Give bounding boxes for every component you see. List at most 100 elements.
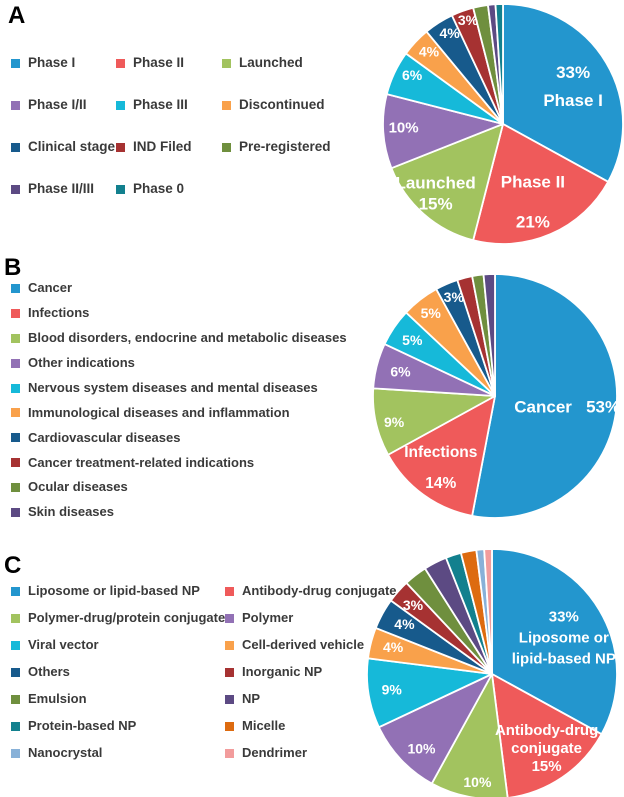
pie-slice-label: Phase II: [501, 172, 565, 191]
legend-swatch-icon: [11, 383, 20, 393]
pie-slice-label: Cancer 53%: [514, 398, 620, 417]
legend-label: Discontinued: [239, 96, 325, 112]
legend-label: IND Filed: [133, 138, 192, 154]
legend-label: Phase III: [133, 96, 188, 112]
pie-slice-label: 4%: [419, 43, 440, 59]
legend-swatch-icon: [225, 694, 234, 704]
pie-slice-liposome-or-lipid-based-np: [491, 548, 618, 736]
legend-swatch-icon: [11, 507, 20, 517]
pie-slice-label: lipid-based NP: [512, 650, 616, 667]
pie-slice-label: 4%: [439, 25, 460, 41]
legend-swatch-icon: [11, 586, 20, 596]
legend-label: Emulsion: [28, 691, 87, 707]
pie-slice-label: 6%: [390, 364, 411, 380]
legend-swatch-icon: [11, 333, 20, 343]
legend-swatch-icon: [11, 184, 20, 194]
pie-slice-label: 10%: [463, 774, 492, 790]
legend-label: Infections: [28, 305, 90, 321]
legend-swatch-icon: [225, 586, 234, 596]
pie-slice-label: 21%: [516, 212, 550, 231]
legend-item-np: NP: [225, 692, 395, 706]
legend-item-protein-based-np: Protein-based NP: [11, 719, 225, 733]
legend-swatch-icon: [222, 58, 231, 68]
pie-slice-label: 15%: [419, 194, 453, 213]
legend-item-blood-disorders-endocrine-and-metabolic-diseases: Blood disorders, endocrine and metabolic…: [11, 330, 347, 345]
legend-swatch-icon: [11, 100, 20, 110]
panel-label-c: C: [4, 552, 22, 579]
legend-item-launched: Launched: [222, 55, 372, 71]
pie-slice-label: 10%: [407, 741, 436, 757]
legend-item-antibody-drug-conjugate: Antibody-drug conjugate: [225, 583, 397, 599]
legend-item-cancer-treatment-related-indications: Cancer treatment-related indications: [11, 454, 347, 470]
legend-swatch-icon: [11, 358, 20, 368]
pie-slice-dendrimer: [483, 548, 493, 675]
legend-item-ocular-diseases: Ocular diseases: [11, 480, 347, 494]
legend-item-cell-derived-vehicle: Cell-derived vehicle: [225, 638, 395, 652]
legend-item-viral-vector: Viral vector: [11, 638, 225, 652]
pie-slice-label: 4%: [394, 616, 415, 632]
legend-swatch-icon: [222, 142, 231, 152]
legend-label: Polymer-drug/protein conjugate: [28, 610, 226, 626]
pie-slice-label: 10%: [389, 119, 419, 136]
legend-item-nervous-system-diseases-and-mental-diseases: Nervous system diseases and mental disea…: [11, 379, 347, 395]
legend-item-nanocrystal: Nanocrystal: [11, 746, 225, 760]
legend-item-micelle: Micelle: [225, 719, 395, 733]
legend-swatch-icon: [11, 483, 20, 493]
legend-swatch-icon: [11, 640, 20, 650]
pie-slice-cancer: [471, 273, 618, 519]
legend-swatch-icon: [11, 694, 20, 704]
legend-swatch-icon: [116, 100, 125, 110]
legend-item-clinical-stage: Clinical stage: [11, 139, 116, 155]
legend-item-others: Others: [11, 665, 225, 679]
legend-label: Micelle: [242, 718, 286, 734]
legend-label: Cell-derived vehicle: [242, 637, 365, 653]
legend-item-dendrimer: Dendrimer: [225, 746, 395, 760]
legend-label: Others: [28, 664, 70, 680]
legend-item-phase-i: Phase I: [11, 55, 116, 71]
legend-swatch-icon: [116, 184, 125, 194]
legend-label: Cancer treatment-related indications: [28, 454, 255, 470]
legend-label: Polymer: [242, 610, 294, 626]
legend-swatch-icon: [11, 408, 20, 418]
legend-item-immunological-diseases-and-inflammation: Immunological diseases and inflammation: [11, 404, 347, 420]
legend-swatch-icon: [11, 142, 20, 152]
legend-swatch-icon: [225, 613, 234, 623]
pie-slice-label: Liposome or: [519, 629, 609, 646]
legend-label: Antibody-drug conjugate: [242, 583, 397, 599]
pie-slice-label: Antibody-drug: [495, 722, 598, 739]
legend-item-phase-i-ii: Phase I/II: [11, 96, 116, 113]
panel-label-b: B: [4, 254, 22, 281]
pie-slice-label: conjugate: [511, 740, 582, 757]
legend-swatch-icon: [11, 721, 20, 731]
legend-label: Phase II/III: [28, 180, 95, 196]
legend-label: Nervous system diseases and mental disea…: [28, 379, 318, 395]
legend-swatch-icon: [11, 283, 20, 293]
legend-swatch-icon: [225, 640, 234, 650]
legend-swatch-icon: [225, 667, 234, 677]
legend-item-polymer-drug-protein-conjugate: Polymer-drug/protein conjugate: [11, 611, 225, 625]
legend-item-phase-ii-iii: Phase II/III: [11, 180, 116, 197]
legend-label: Pre-registered: [239, 138, 331, 154]
legend-item-discontinued: Discontinued: [222, 96, 372, 113]
legend-label: Viral vector: [28, 637, 99, 653]
legend-swatch-icon: [225, 721, 234, 731]
legend-label: Immunological diseases and inflammation: [28, 404, 290, 420]
legend-item-liposome-or-lipid-based-np: Liposome or lipid-based NP: [11, 584, 225, 598]
legend-swatch-icon: [116, 58, 125, 68]
pie-slice-label: Launched: [395, 173, 475, 192]
legend-panel-c: Liposome or lipid-based NP Antibody-drug …: [11, 578, 397, 767]
legend-item-other-indications: Other indications: [11, 354, 347, 370]
legend-item-phase-0: Phase 0: [116, 181, 222, 197]
legend-label: Other indications: [28, 354, 135, 370]
legend-swatch-icon: [11, 433, 20, 443]
pie-slice-label: 33%: [556, 63, 590, 82]
legend-swatch-icon: [11, 458, 20, 468]
legend-swatch-icon: [11, 667, 20, 677]
legend-label: Phase I/II: [28, 96, 87, 112]
pie-slice-label: 5%: [421, 305, 442, 321]
legend-label: Phase II: [133, 54, 185, 70]
pie-chart-nanoparticle-types: 33% Liposome or lipid-based NP Antibody-dru…: [366, 548, 618, 797]
legend-label: NP: [242, 691, 261, 707]
legend-swatch-icon: [11, 58, 20, 68]
